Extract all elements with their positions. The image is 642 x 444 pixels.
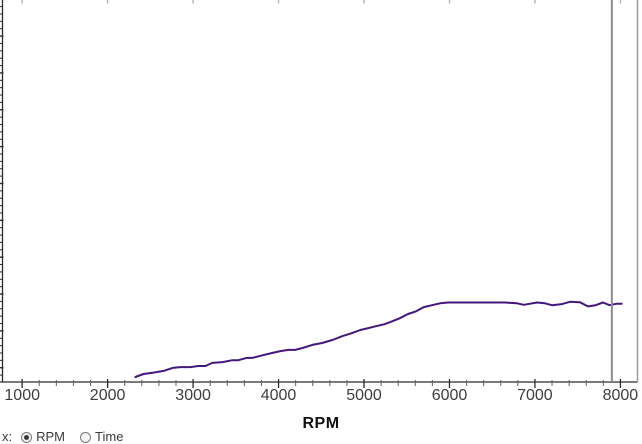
x-axis-option-time[interactable]: Time xyxy=(80,430,123,444)
x-tick-label-2000: 2000 xyxy=(89,387,126,404)
dyno-curve xyxy=(134,300,623,378)
x-tick-label-8000: 8000 xyxy=(602,387,639,404)
chart-plot-area[interactable] xyxy=(0,0,642,412)
x-tick-label-7000: 7000 xyxy=(517,387,553,404)
x-axis-selector-label: x: xyxy=(2,429,13,444)
x-tick-label-1000: 1000 xyxy=(4,387,40,404)
x-axis-option-rpm[interactable]: RPM xyxy=(21,430,65,444)
x-axis-title: RPM xyxy=(302,415,340,432)
x-axis-selector: x: RPM Time xyxy=(2,430,138,444)
rpm-radio-label: RPM xyxy=(36,429,66,444)
time-radio-label: Time xyxy=(95,429,124,444)
x-tick-label-4000: 4000 xyxy=(260,387,297,404)
x-tick-label-3000: 3000 xyxy=(175,387,211,404)
x-tick-label-6000: 6000 xyxy=(431,387,468,404)
x-tick-label-5000: 5000 xyxy=(346,387,382,404)
